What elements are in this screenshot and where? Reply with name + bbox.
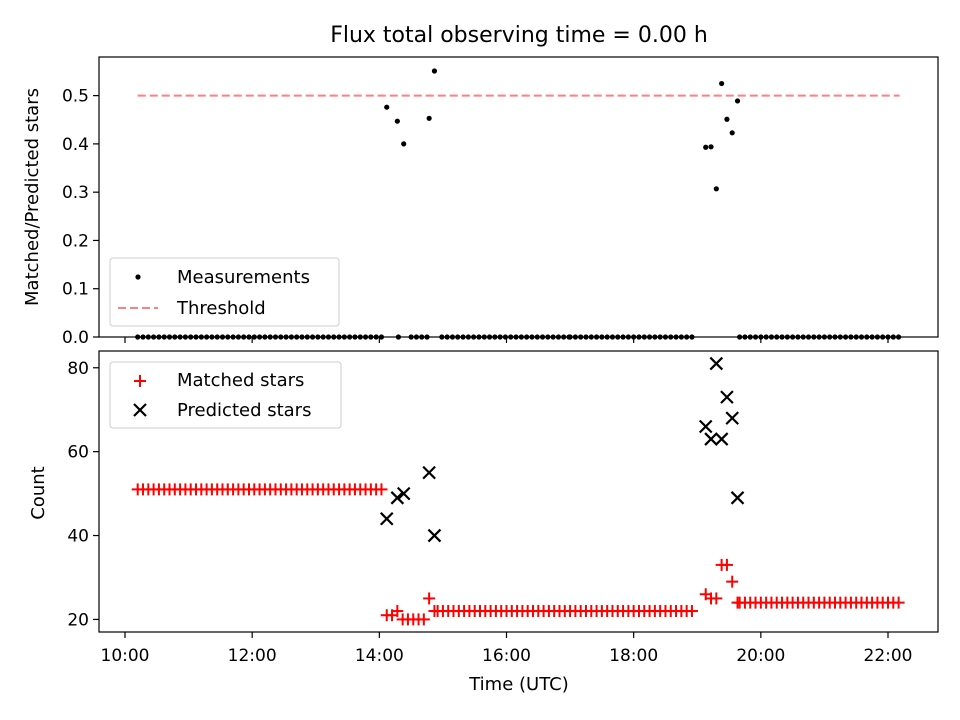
y-tick-label-ratio: 0.3 bbox=[62, 183, 89, 203]
measurement-point bbox=[719, 80, 725, 87]
y-axis-label-ratio: Matched/Predicted stars bbox=[22, 88, 43, 306]
matched-star-point bbox=[710, 592, 723, 605]
matched-star-point bbox=[428, 605, 441, 618]
predicted-star-point bbox=[704, 432, 718, 446]
y-tick-label-count: 40 bbox=[67, 527, 89, 547]
y-tick-label-ratio: 0.2 bbox=[62, 231, 89, 251]
count-plot-frame bbox=[98, 350, 939, 633]
count-panel: Count Time (UTC) 20 40 60 80 10:00 12:00 14:0… bbox=[28, 350, 939, 695]
x-tick-label: 16:00 bbox=[482, 646, 531, 666]
legend-count: Matched stars Predicted stars bbox=[109, 361, 342, 429]
y-tick-label-ratio: 0.0 bbox=[62, 328, 89, 348]
y-tick-label-count: 60 bbox=[67, 443, 89, 463]
x-tick-label: 10:00 bbox=[101, 646, 150, 666]
legend-box bbox=[109, 257, 340, 327]
predicted-star-point bbox=[709, 356, 724, 371]
legend-box bbox=[109, 361, 342, 429]
legend-predicted-label: Predicted stars bbox=[177, 400, 311, 421]
ratio-plot-frame bbox=[98, 56, 939, 338]
predicted-star-point bbox=[714, 432, 729, 446]
measurement-point bbox=[734, 98, 741, 104]
matched-star-point bbox=[720, 558, 733, 571]
y-tick-label-ratio: 0.1 bbox=[62, 280, 89, 300]
predicted-star-point bbox=[730, 491, 745, 505]
y-tick-label-count: 20 bbox=[67, 610, 89, 630]
legend-matched-label: Matched stars bbox=[177, 370, 304, 391]
legend-predicted-marker bbox=[133, 403, 147, 417]
measurement-point bbox=[708, 144, 714, 150]
measurement-point bbox=[724, 116, 730, 122]
measurement-point bbox=[431, 68, 438, 74]
y-ticks-count: 20 40 60 80 bbox=[67, 359, 99, 630]
measurement-point bbox=[401, 141, 407, 147]
predicted-star-point bbox=[379, 511, 394, 526]
legend-ratio: Measurements Threshold bbox=[109, 257, 340, 327]
predicted-star-point bbox=[427, 528, 442, 543]
matched-star-point bbox=[726, 575, 739, 588]
predicted-star-point bbox=[422, 465, 436, 480]
matched-star-point bbox=[685, 605, 698, 618]
ratio-panel: Flux total observing time = 0.00 h Match… bbox=[22, 23, 939, 348]
matched-star-point bbox=[391, 605, 404, 618]
matched-star-point bbox=[892, 596, 905, 609]
matched-star-point bbox=[375, 483, 388, 496]
predicted-star-point bbox=[698, 419, 713, 434]
x-tick-label: 14:00 bbox=[355, 646, 404, 666]
matched-star-point bbox=[423, 592, 436, 605]
measurement-point bbox=[729, 130, 735, 136]
matched-star-point bbox=[417, 613, 430, 626]
y-tick-label-count: 80 bbox=[67, 359, 89, 379]
y-tick-label-ratio: 0.4 bbox=[62, 135, 89, 155]
x-tick-label: 22:00 bbox=[864, 646, 913, 666]
legend-measurements-label: Measurements bbox=[177, 267, 310, 288]
measurement-point bbox=[394, 118, 400, 124]
y-axis-label-count: Count bbox=[28, 466, 49, 519]
predicted-star-point bbox=[720, 390, 734, 404]
legend-matched-marker bbox=[134, 375, 146, 387]
count-marks bbox=[131, 356, 905, 626]
x-tick-label: 12:00 bbox=[228, 646, 277, 666]
x-tick-label: 18:00 bbox=[609, 646, 658, 666]
measurement-point bbox=[703, 144, 709, 150]
y-tick-label-ratio: 0.5 bbox=[62, 87, 89, 107]
x-ticks-count: 10:00 12:00 14:00 16:00 18:00 20:00 22:00 bbox=[101, 632, 913, 666]
measurement-point bbox=[713, 186, 719, 192]
matched-star-point bbox=[731, 596, 744, 609]
x-tick-label: 20:00 bbox=[736, 646, 785, 666]
measurement-point bbox=[426, 115, 432, 121]
chart-title: Flux total observing time = 0.00 h bbox=[330, 23, 708, 48]
legend-threshold-label: Threshold bbox=[176, 298, 266, 319]
y-ticks-ratio: 0.0 0.1 0.2 0.3 0.4 0.5 bbox=[62, 87, 99, 348]
predicted-star-point bbox=[396, 486, 411, 501]
predicted-star-point bbox=[390, 491, 405, 505]
x-axis-label: Time (UTC) bbox=[468, 674, 569, 695]
legend-measurements-marker bbox=[135, 274, 141, 280]
measurement-point bbox=[384, 104, 390, 110]
predicted-star-point bbox=[725, 411, 739, 425]
